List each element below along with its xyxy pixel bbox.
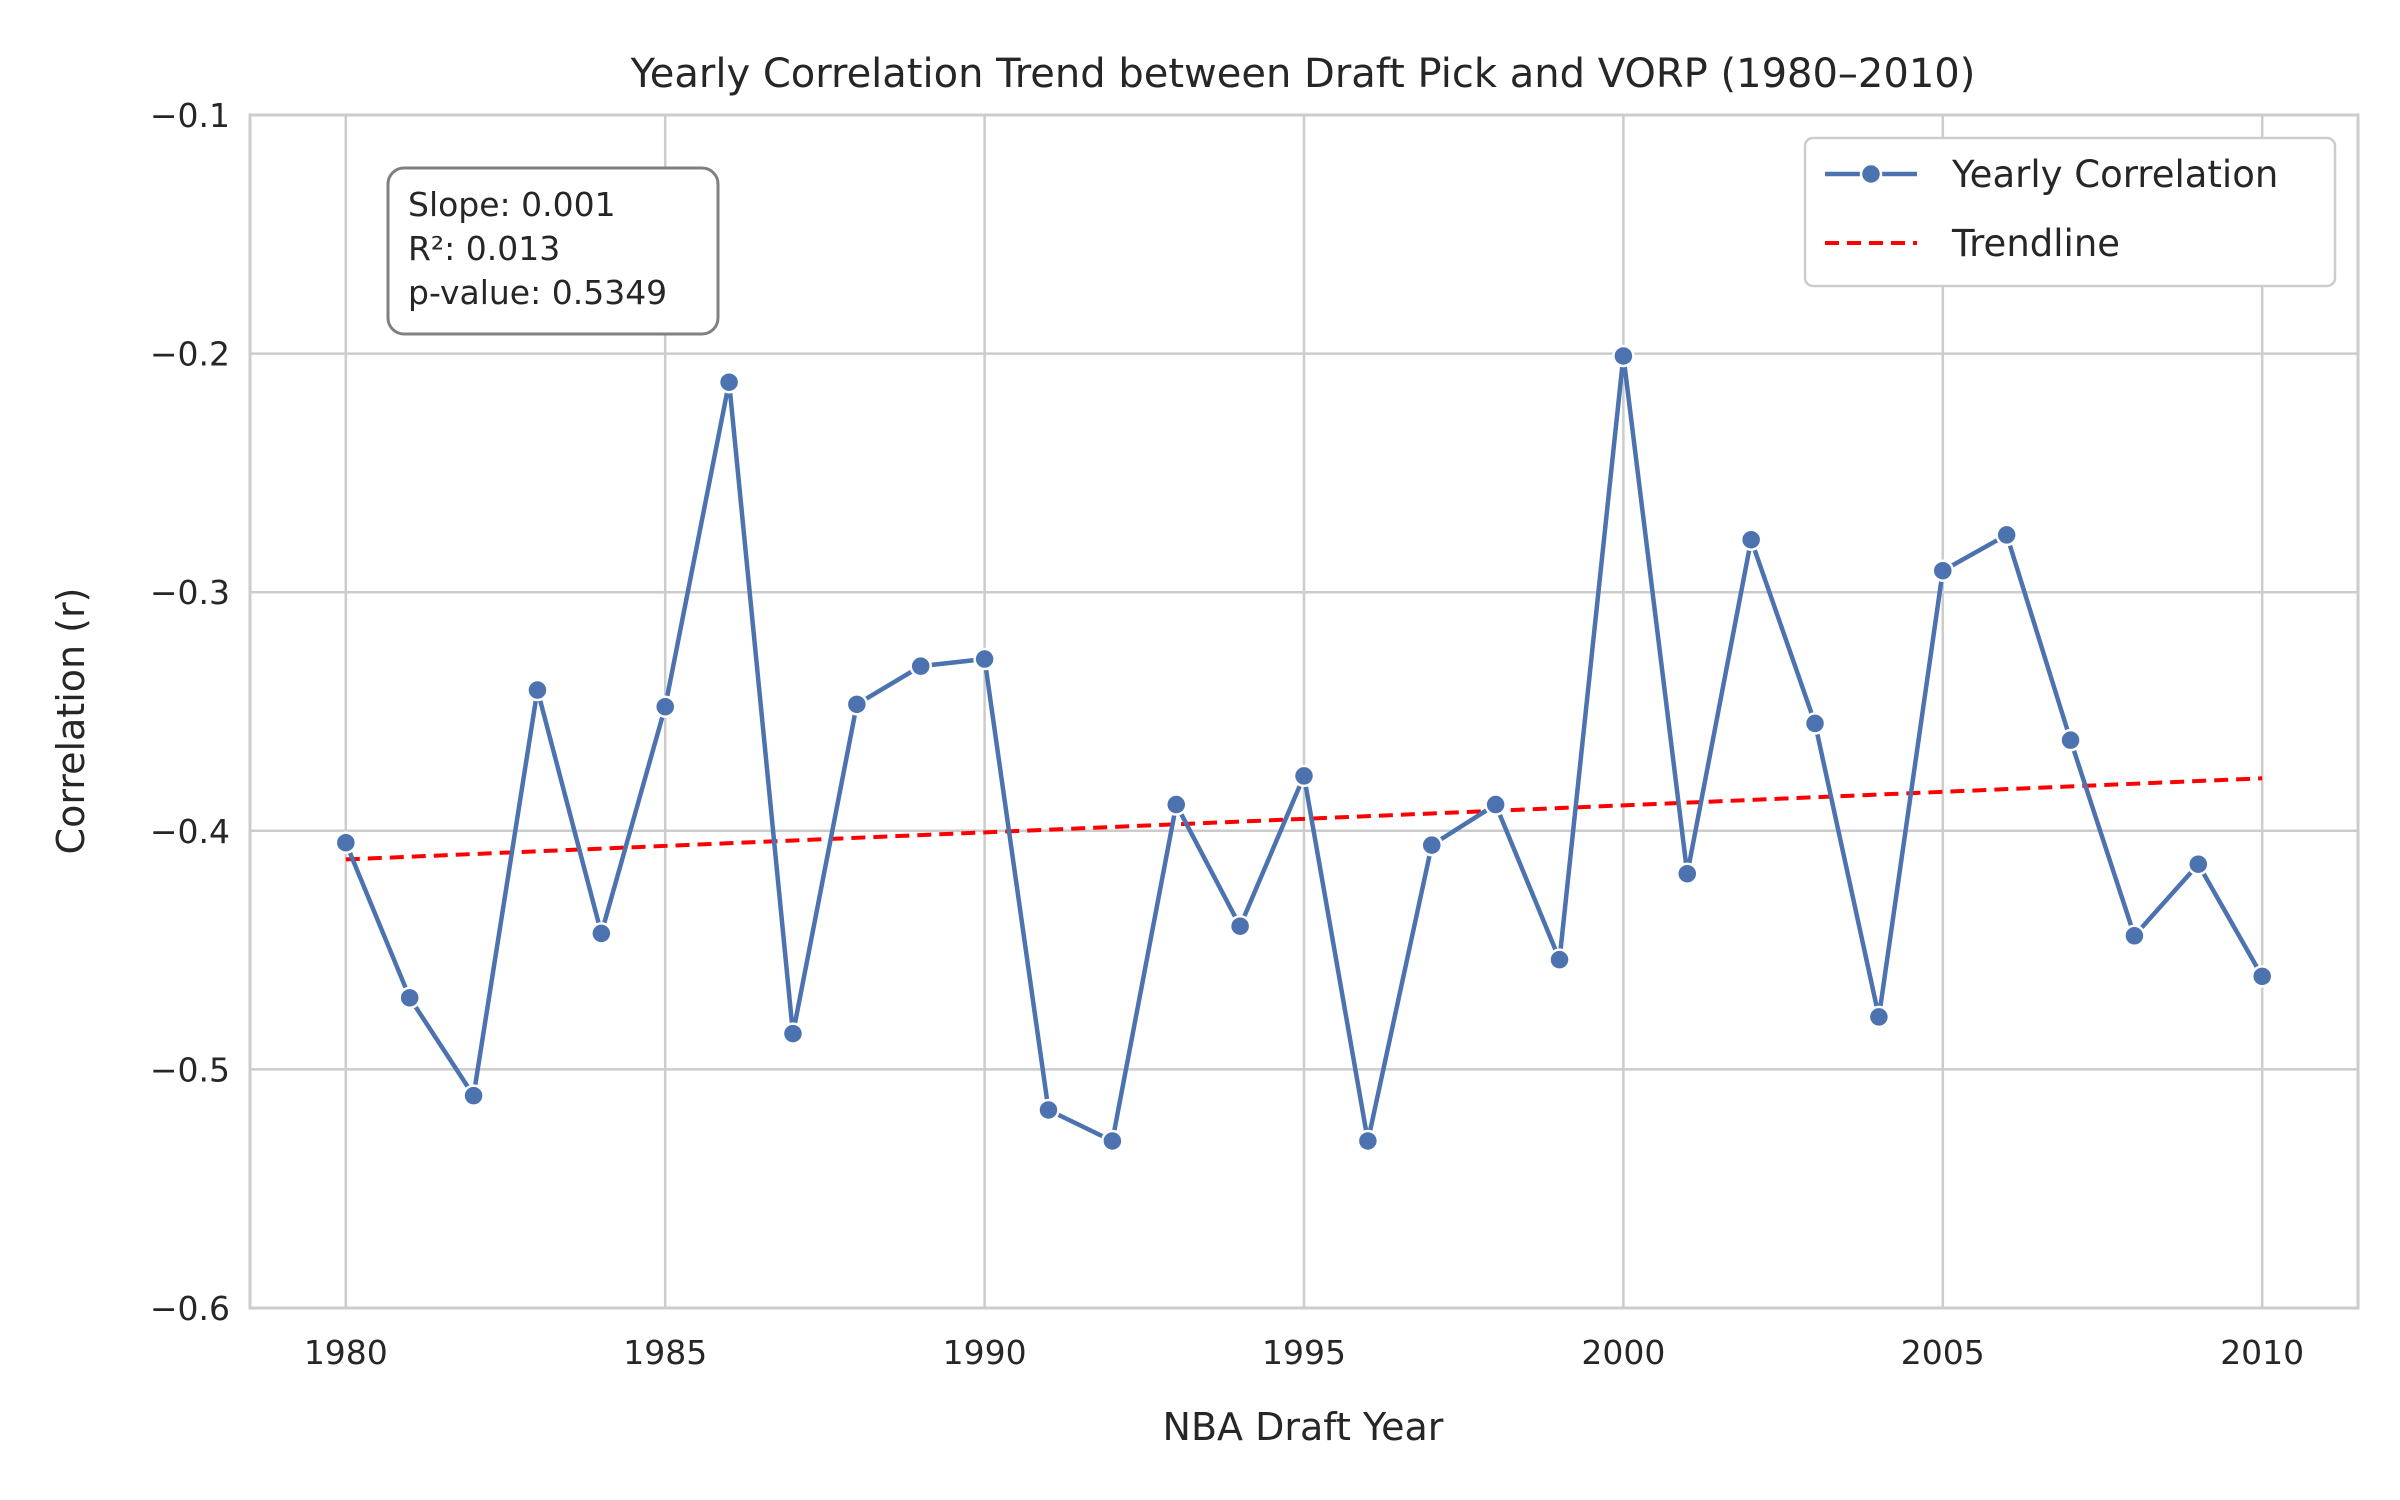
data-point-2010: [2250, 965, 2274, 988]
y-tick-label: −0.3: [150, 573, 230, 612]
plot-area-frame: [248, 113, 2360, 1310]
data-point-2009: [2187, 852, 2210, 876]
data-point-1990: [973, 647, 996, 671]
data-point-1988: [845, 693, 869, 716]
y-axis-ticks: −0.6 −0.5 −0.4 −0.3 −0.2 −0.1: [150, 96, 230, 1328]
stats-box-frame: [386, 166, 720, 336]
data-point-1998: [1484, 793, 1507, 816]
legend-marker-yearly: [1859, 162, 1883, 186]
data-point-1987: [781, 1022, 805, 1045]
data-point-1994: [1228, 914, 1252, 938]
x-tick-label: 1995: [1262, 1333, 1346, 1372]
x-tick-label: 2010: [2220, 1333, 2304, 1372]
chart-title: Yearly Correlation Trend between Draft P…: [630, 51, 1976, 97]
x-tick-label: 2005: [1901, 1333, 1985, 1372]
data-point-1983: [526, 678, 549, 702]
x-tick-label: 1980: [304, 1333, 388, 1372]
data-point-2000: [1612, 344, 1635, 368]
data-point-2001: [1676, 862, 1699, 885]
regression-stats-box: Slope: 0.001 R²: 0.013 p-value: 0.5349: [386, 166, 720, 336]
y-tick-label: −0.4: [150, 812, 230, 851]
x-tick-label: 1990: [943, 1333, 1027, 1372]
legend: Yearly Correlation Trendline: [1803, 136, 2337, 288]
data-point-2004: [1867, 1005, 1891, 1029]
y-tick-label: −0.6: [150, 1289, 230, 1328]
data-point-2005: [1931, 559, 1955, 582]
data-point-1993: [1164, 793, 1188, 816]
y-tick-label: −0.2: [150, 335, 230, 374]
data-point-1992: [1101, 1129, 1124, 1153]
stats-line-2: p-value: 0.5349: [408, 273, 667, 312]
data-point-1985: [653, 695, 677, 718]
stats-line-0: Slope: 0.001: [408, 185, 616, 224]
y-tick-label: −0.5: [150, 1050, 230, 1089]
legend-label-yearly: Yearly Correlation: [1951, 153, 2278, 196]
data-point-2006: [1995, 523, 2018, 547]
data-point-1982: [462, 1084, 485, 1107]
x-axis-label: NBA Draft Year: [1163, 1405, 1444, 1449]
data-point-1997: [1420, 833, 1444, 857]
data-point-1981: [398, 986, 421, 1010]
legend-label-trend: Trendline: [1951, 222, 2120, 265]
y-tick-label: −0.1: [150, 96, 230, 135]
data-point-1986: [717, 370, 741, 394]
data-point-2008: [2123, 924, 2146, 948]
x-tick-label: 2000: [1581, 1333, 1665, 1372]
series-layer: [334, 344, 2274, 1153]
data-point-2002: [1739, 528, 1763, 551]
data-point-2007: [2059, 728, 2082, 752]
data-point-1984: [590, 922, 613, 945]
stats-line-1: R²: 0.013: [408, 229, 560, 268]
trendline: [345, 776, 2263, 862]
legend-frame: [1803, 136, 2337, 288]
y-axis-label: Correlation (r): [49, 588, 93, 855]
data-point-1995: [1292, 764, 1316, 788]
data-point-1980: [334, 831, 358, 854]
data-point-2003: [1803, 712, 1827, 735]
data-point-1996: [1356, 1129, 1380, 1153]
x-axis-ticks: 1980 1985 1990 1995 2000 2005 2010: [304, 1333, 2304, 1372]
data-point-1989: [909, 654, 932, 678]
data-point-1999: [1548, 948, 1571, 971]
x-tick-label: 1985: [623, 1333, 707, 1372]
data-point-1991: [1037, 1098, 1060, 1122]
